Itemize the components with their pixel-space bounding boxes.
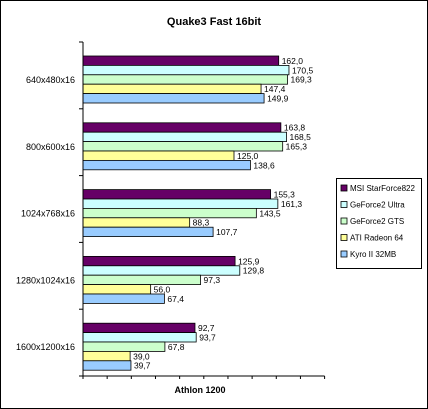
bars-group [82,55,290,371]
data-label: 67,4 [167,294,184,304]
legend-swatch [340,184,348,192]
bar [82,360,132,371]
bar [82,341,166,352]
bar [82,131,287,142]
data-label: 147,4 [264,84,286,94]
legend-label: GeForce2 GTS [350,217,404,226]
data-label: 107,7 [216,227,238,237]
data-label: 169,3 [291,75,313,85]
bar [82,93,265,104]
bar [82,226,214,237]
data-label: 162,0 [282,56,304,66]
data-label: 67,8 [168,342,185,352]
legend: MSI StarForce822 GeForce2 Ultra GeForce2 G… [336,178,422,269]
legend-label: ATI Radeon 64 [350,234,404,243]
bar [82,322,196,334]
data-label: 165,3 [286,142,308,152]
legend-box [336,178,422,269]
category-label: 1024x768x16 [21,209,75,219]
bar [82,255,236,267]
bar [82,217,191,228]
data-label: 170,5 [292,65,314,75]
bar [82,141,284,152]
data-label: 125,9 [238,256,260,266]
bar [82,350,131,362]
data-label: 39,0 [133,351,150,361]
bar [82,332,197,343]
category-label: 800x600x16 [26,142,75,152]
axes-group [79,41,326,379]
legend-entries: MSI StarForce822 GeForce2 Ultra GeForce2 G… [340,184,415,259]
legend-label: Kyro II 32MB [350,250,396,259]
bar [82,284,152,295]
legend-swatch [340,201,348,208]
bar [82,150,235,161]
data-label: 97,3 [204,275,221,285]
legend-label: GeForce2 Ultra [350,201,405,210]
bar [82,74,288,85]
bar [82,265,241,276]
bar [82,65,290,76]
data-label: 163,8 [284,123,306,133]
data-label: 39,7 [134,361,151,371]
chart-title: Quake3 Fast 16bit [167,16,261,28]
data-label: 125,0 [237,151,259,161]
data-label: 56,0 [154,285,171,295]
bar [82,207,257,219]
category-label: 640x480x16 [26,75,75,85]
data-label: 129,8 [243,266,265,276]
data-label: 143,5 [259,208,281,218]
data-label: 155,3 [274,190,296,200]
bar [82,189,272,200]
category-labels-group: 640x480x16 800x600x16 1024x768x16 1280x1024… [16,75,75,352]
legend-swatch [340,217,348,225]
data-label: 168,5 [290,132,312,142]
bar [82,274,201,286]
data-label: 161,3 [281,199,303,209]
data-label: 138,6 [253,160,275,170]
legend-swatch [340,250,348,258]
data-label: 92,7 [198,323,215,333]
category-label: 1280x1024x16 [16,275,75,285]
bar [82,293,165,304]
bar [82,198,279,209]
data-label: 93,7 [199,333,216,343]
category-label: 1600x1200x16 [16,342,75,352]
bar [82,159,251,171]
x-axis-label: Athlon 1200 [174,385,225,395]
data-label: 88,3 [193,218,210,228]
bar [82,55,280,66]
bar [82,122,282,133]
legend-label: MSI StarForce822 [350,184,415,193]
legend-swatch [340,234,348,241]
data-label: 149,9 [267,94,289,104]
bar [82,83,262,94]
